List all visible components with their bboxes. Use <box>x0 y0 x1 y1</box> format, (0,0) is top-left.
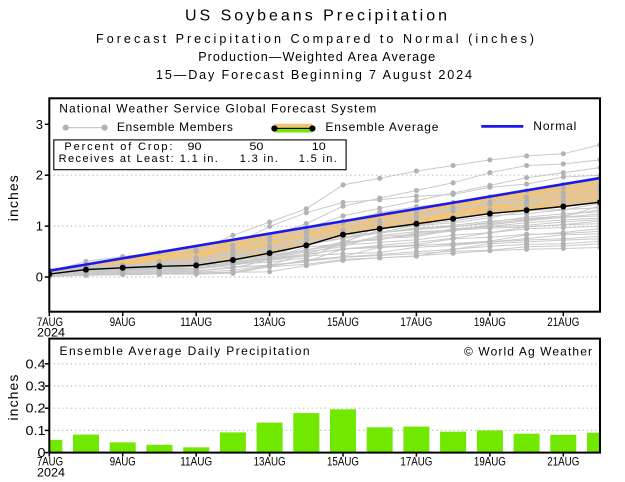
svg-text:0.3: 0.3 <box>26 379 46 394</box>
svg-text:1.1 in.: 1.1 in. <box>180 153 218 165</box>
svg-text:1.3 in.: 1.3 in. <box>240 153 278 165</box>
svg-text:Ensemble Average: Ensemble Average <box>325 120 438 134</box>
svg-text:19AUG: 19AUG <box>474 315 506 329</box>
svg-text:10: 10 <box>312 141 326 153</box>
svg-text:11AUG: 11AUG <box>180 455 212 469</box>
svg-text:15AUG: 15AUG <box>327 455 359 469</box>
svg-text:17AUG: 17AUG <box>400 315 432 329</box>
svg-text:2024: 2024 <box>37 466 65 480</box>
svg-text:Normal: Normal <box>533 119 576 133</box>
svg-text:13AUG: 13AUG <box>254 315 286 329</box>
svg-text:90: 90 <box>188 141 202 153</box>
svg-text:0.4: 0.4 <box>26 356 46 371</box>
svg-text:3: 3 <box>36 117 43 132</box>
svg-text:11AUG: 11AUG <box>180 315 212 329</box>
svg-text:0.1: 0.1 <box>26 423 46 438</box>
svg-text:15—Day Forecast Beginning 7 Au: 15—Day Forecast Beginning 7 August 2024 <box>156 68 472 82</box>
svg-text:inches: inches <box>5 174 21 221</box>
svg-text:Receives at Least:: Receives at Least: <box>59 153 174 165</box>
svg-text:17AUG: 17AUG <box>400 455 432 469</box>
svg-text:2024: 2024 <box>37 326 65 340</box>
svg-text:9AUG: 9AUG <box>110 455 136 469</box>
svg-text:0.2: 0.2 <box>26 401 46 416</box>
svg-text:1: 1 <box>36 219 43 234</box>
svg-text:21AUG: 21AUG <box>547 455 579 469</box>
svg-text:inches: inches <box>5 373 21 420</box>
svg-text:9AUG: 9AUG <box>110 315 136 329</box>
svg-text:13AUG: 13AUG <box>254 455 286 469</box>
svg-text:1.5 in.: 1.5 in. <box>299 153 337 165</box>
svg-text:7AUG: 7AUG <box>37 315 63 329</box>
svg-text:National Weather Service Globa: National Weather Service Global Forecast… <box>59 102 376 116</box>
svg-text:21AUG: 21AUG <box>547 315 579 329</box>
svg-text:0: 0 <box>36 270 43 285</box>
svg-text:19AUG: 19AUG <box>474 455 506 469</box>
svg-text:Forecast Precipitation Compare: Forecast Precipitation Compared to Norma… <box>96 32 534 46</box>
svg-text:2: 2 <box>36 168 43 183</box>
svg-text:15AUG: 15AUG <box>327 315 359 329</box>
svg-text:Ensemble Average Daily Precipi: Ensemble Average Daily Precipitation <box>60 344 310 358</box>
svg-text:© World Ag Weather: © World Ag Weather <box>464 344 592 358</box>
svg-text:7AUG: 7AUG <box>37 455 63 469</box>
svg-text:US Soybeans Precipitation: US Soybeans Precipitation <box>185 8 447 25</box>
svg-text:Ensemble Members: Ensemble Members <box>117 120 233 134</box>
svg-text:50: 50 <box>249 141 263 153</box>
svg-text:Production—Weighted Area Avera: Production—Weighted Area Average <box>198 50 435 64</box>
svg-text:0: 0 <box>38 445 46 460</box>
